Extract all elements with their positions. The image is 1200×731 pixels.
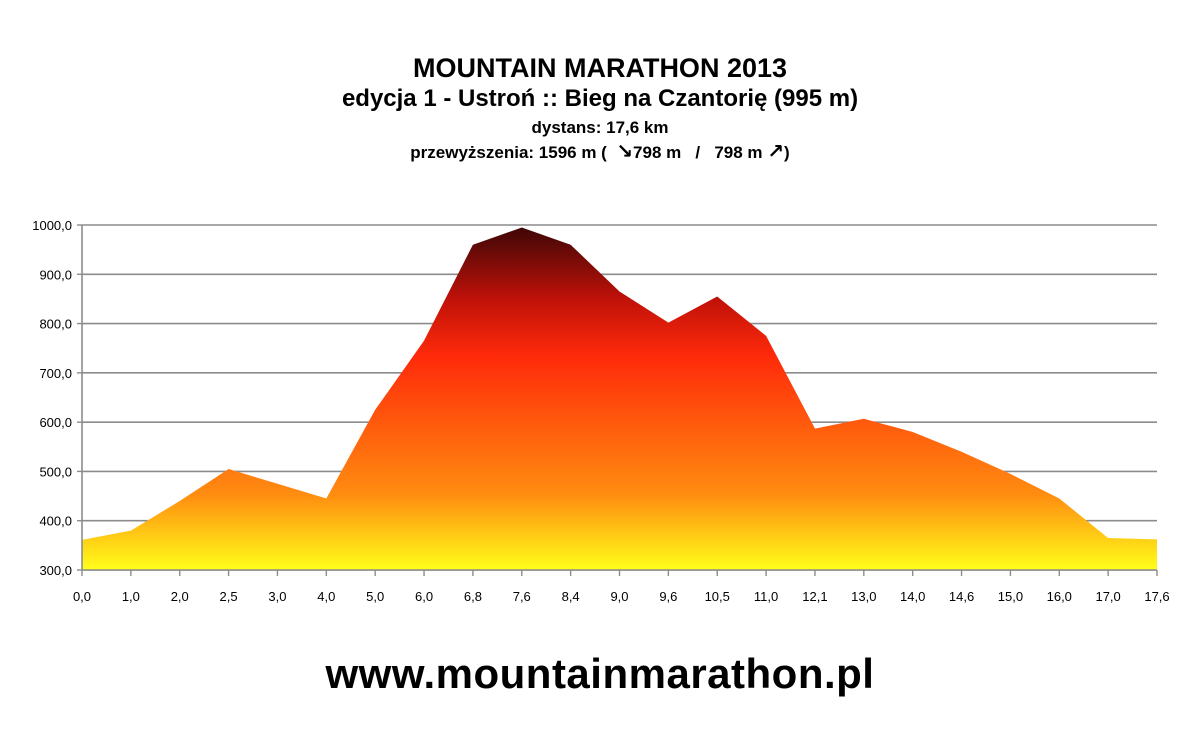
x-tick-label: 10,5: [705, 589, 730, 604]
x-tick-label: 4,0: [317, 589, 335, 604]
separator: /: [695, 143, 701, 162]
x-tick-label: 14,0: [900, 589, 925, 604]
chart-subtitle: edycja 1 - Ustroń :: Bieg na Czantorię (…: [341, 85, 859, 112]
y-axis-ticks: 300,0 400,0 500,0 600,0 700,0 800,0 900,0 1000,…: [32, 218, 82, 578]
y-tick-label: 600,0: [39, 415, 72, 430]
x-tick-label: 17,6: [1144, 589, 1169, 604]
x-tick-label: 2,0: [171, 589, 189, 604]
y-tick-label: 700,0: [39, 366, 72, 381]
distance-label: dystans: 17,6 km: [531, 118, 669, 137]
x-tick-label: 14,6: [949, 589, 974, 604]
x-tick-label: 1,0: [122, 589, 140, 604]
x-tick-label: 15,0: [998, 589, 1023, 604]
y-tick-label: 400,0: [39, 514, 72, 529]
elevation-summary: przewyższenia: 1596 m ( ↘798 m / 798 m ↗…: [0, 140, 1200, 166]
x-axis-ticks: 0,0 1,0 2,0 2,5 3,0 4,0 5,0 6,0 6,8 7,6 8,4 9,0 9,6 1…: [73, 570, 1170, 604]
x-tick-label: 13,0: [851, 589, 876, 604]
chart-title: MOUNTAIN MARATHON 2013: [412, 53, 788, 83]
x-tick-label: 8,4: [562, 589, 580, 604]
x-tick-label: 3,0: [268, 589, 286, 604]
y-tick-label: 1000,0: [32, 218, 72, 233]
x-tick-label: 2,5: [220, 589, 238, 604]
y-tick-label: 800,0: [39, 317, 72, 332]
descent-arrow-icon: ↘: [616, 141, 634, 163]
y-tick-label: 900,0: [39, 267, 72, 282]
x-tick-label: 11,0: [754, 589, 778, 604]
climb-suffix: ): [784, 143, 790, 162]
elevation-area: [82, 227, 1157, 570]
descent-value: 798 m: [633, 143, 682, 162]
x-tick-label: 6,0: [415, 589, 433, 604]
x-tick-label: 6,8: [464, 589, 482, 604]
x-tick-label: 7,6: [513, 589, 531, 604]
x-tick-label: 17,0: [1095, 589, 1120, 604]
x-tick-label: 12,1: [802, 589, 827, 604]
y-tick-label: 300,0: [39, 563, 72, 578]
x-tick-label: 9,6: [659, 589, 677, 604]
chart-header: MOUNTAIN MARATHON 2013 edycja 1 - Ustroń…: [0, 52, 1200, 166]
climb-prefix: przewyższenia: 1596 m (: [410, 143, 607, 162]
website-url: www.mountainmarathon.pl: [325, 650, 875, 697]
y-tick-label: 500,0: [39, 464, 72, 479]
ascent-value: 798 m: [714, 143, 763, 162]
x-tick-label: 5,0: [366, 589, 384, 604]
x-tick-label: 0,0: [73, 589, 91, 604]
x-tick-label: 16,0: [1047, 589, 1072, 604]
ascent-arrow-icon: ↗: [767, 141, 785, 163]
x-tick-label: 9,0: [610, 589, 628, 604]
